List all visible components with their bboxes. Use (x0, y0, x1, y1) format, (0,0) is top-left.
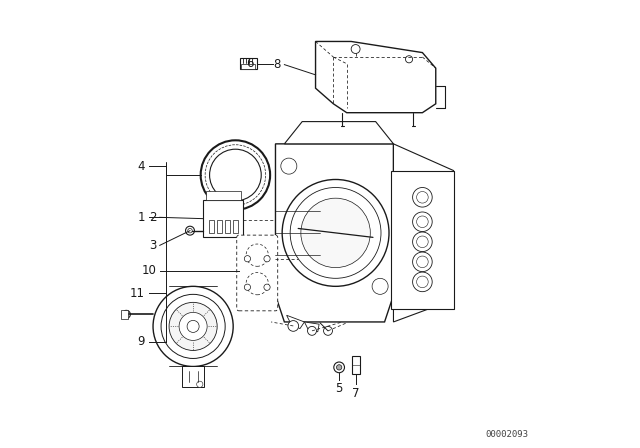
Circle shape (413, 232, 432, 252)
Bar (391, 171, 454, 309)
Bar (233, 220, 238, 233)
Circle shape (169, 302, 217, 350)
Text: 10: 10 (141, 264, 156, 277)
Circle shape (187, 320, 199, 332)
Circle shape (186, 226, 195, 235)
Bar (121, 310, 127, 319)
Circle shape (417, 216, 428, 228)
Text: 5: 5 (335, 382, 343, 395)
Circle shape (337, 365, 342, 370)
Circle shape (246, 272, 268, 295)
Circle shape (324, 327, 332, 335)
Polygon shape (394, 144, 454, 322)
Circle shape (244, 256, 250, 262)
Circle shape (288, 321, 299, 332)
Circle shape (417, 236, 428, 248)
Circle shape (372, 278, 388, 294)
Bar (225, 220, 230, 233)
Circle shape (308, 327, 316, 335)
Circle shape (161, 294, 225, 358)
Circle shape (188, 228, 192, 233)
Circle shape (406, 56, 413, 63)
Circle shape (153, 286, 233, 366)
Text: 7: 7 (352, 387, 360, 400)
Circle shape (282, 180, 389, 286)
Polygon shape (305, 322, 319, 332)
Circle shape (264, 256, 270, 262)
Text: 9: 9 (138, 336, 145, 349)
Circle shape (281, 158, 297, 174)
Circle shape (122, 310, 131, 319)
Circle shape (413, 252, 432, 271)
Bar (205, 190, 241, 199)
FancyBboxPatch shape (237, 235, 278, 311)
Text: 6: 6 (246, 57, 253, 70)
Bar (241, 64, 255, 69)
Text: 8: 8 (273, 58, 281, 71)
Text: 11: 11 (130, 287, 145, 300)
Circle shape (417, 256, 428, 267)
Text: 2: 2 (148, 211, 156, 224)
Circle shape (290, 188, 381, 278)
Circle shape (196, 381, 203, 388)
Circle shape (244, 284, 250, 290)
Bar (204, 199, 243, 237)
Circle shape (413, 272, 432, 292)
Text: 1: 1 (138, 211, 145, 224)
Polygon shape (284, 121, 394, 144)
Bar (240, 58, 257, 69)
Circle shape (417, 276, 428, 288)
Text: 00002093: 00002093 (486, 430, 529, 439)
Polygon shape (316, 42, 436, 113)
Circle shape (209, 149, 261, 201)
Text: 4: 4 (138, 159, 145, 172)
Bar (209, 220, 214, 233)
Circle shape (246, 244, 268, 266)
Circle shape (351, 44, 360, 53)
Circle shape (334, 362, 344, 373)
Bar (352, 356, 360, 375)
Bar (182, 366, 204, 387)
Circle shape (201, 140, 270, 210)
Circle shape (417, 191, 428, 203)
Circle shape (179, 312, 207, 340)
Polygon shape (287, 315, 305, 329)
Polygon shape (275, 144, 394, 322)
Circle shape (301, 198, 371, 267)
Bar (217, 220, 222, 233)
Text: 3: 3 (148, 239, 156, 252)
Circle shape (413, 188, 432, 207)
Circle shape (264, 284, 270, 290)
Circle shape (413, 212, 432, 232)
